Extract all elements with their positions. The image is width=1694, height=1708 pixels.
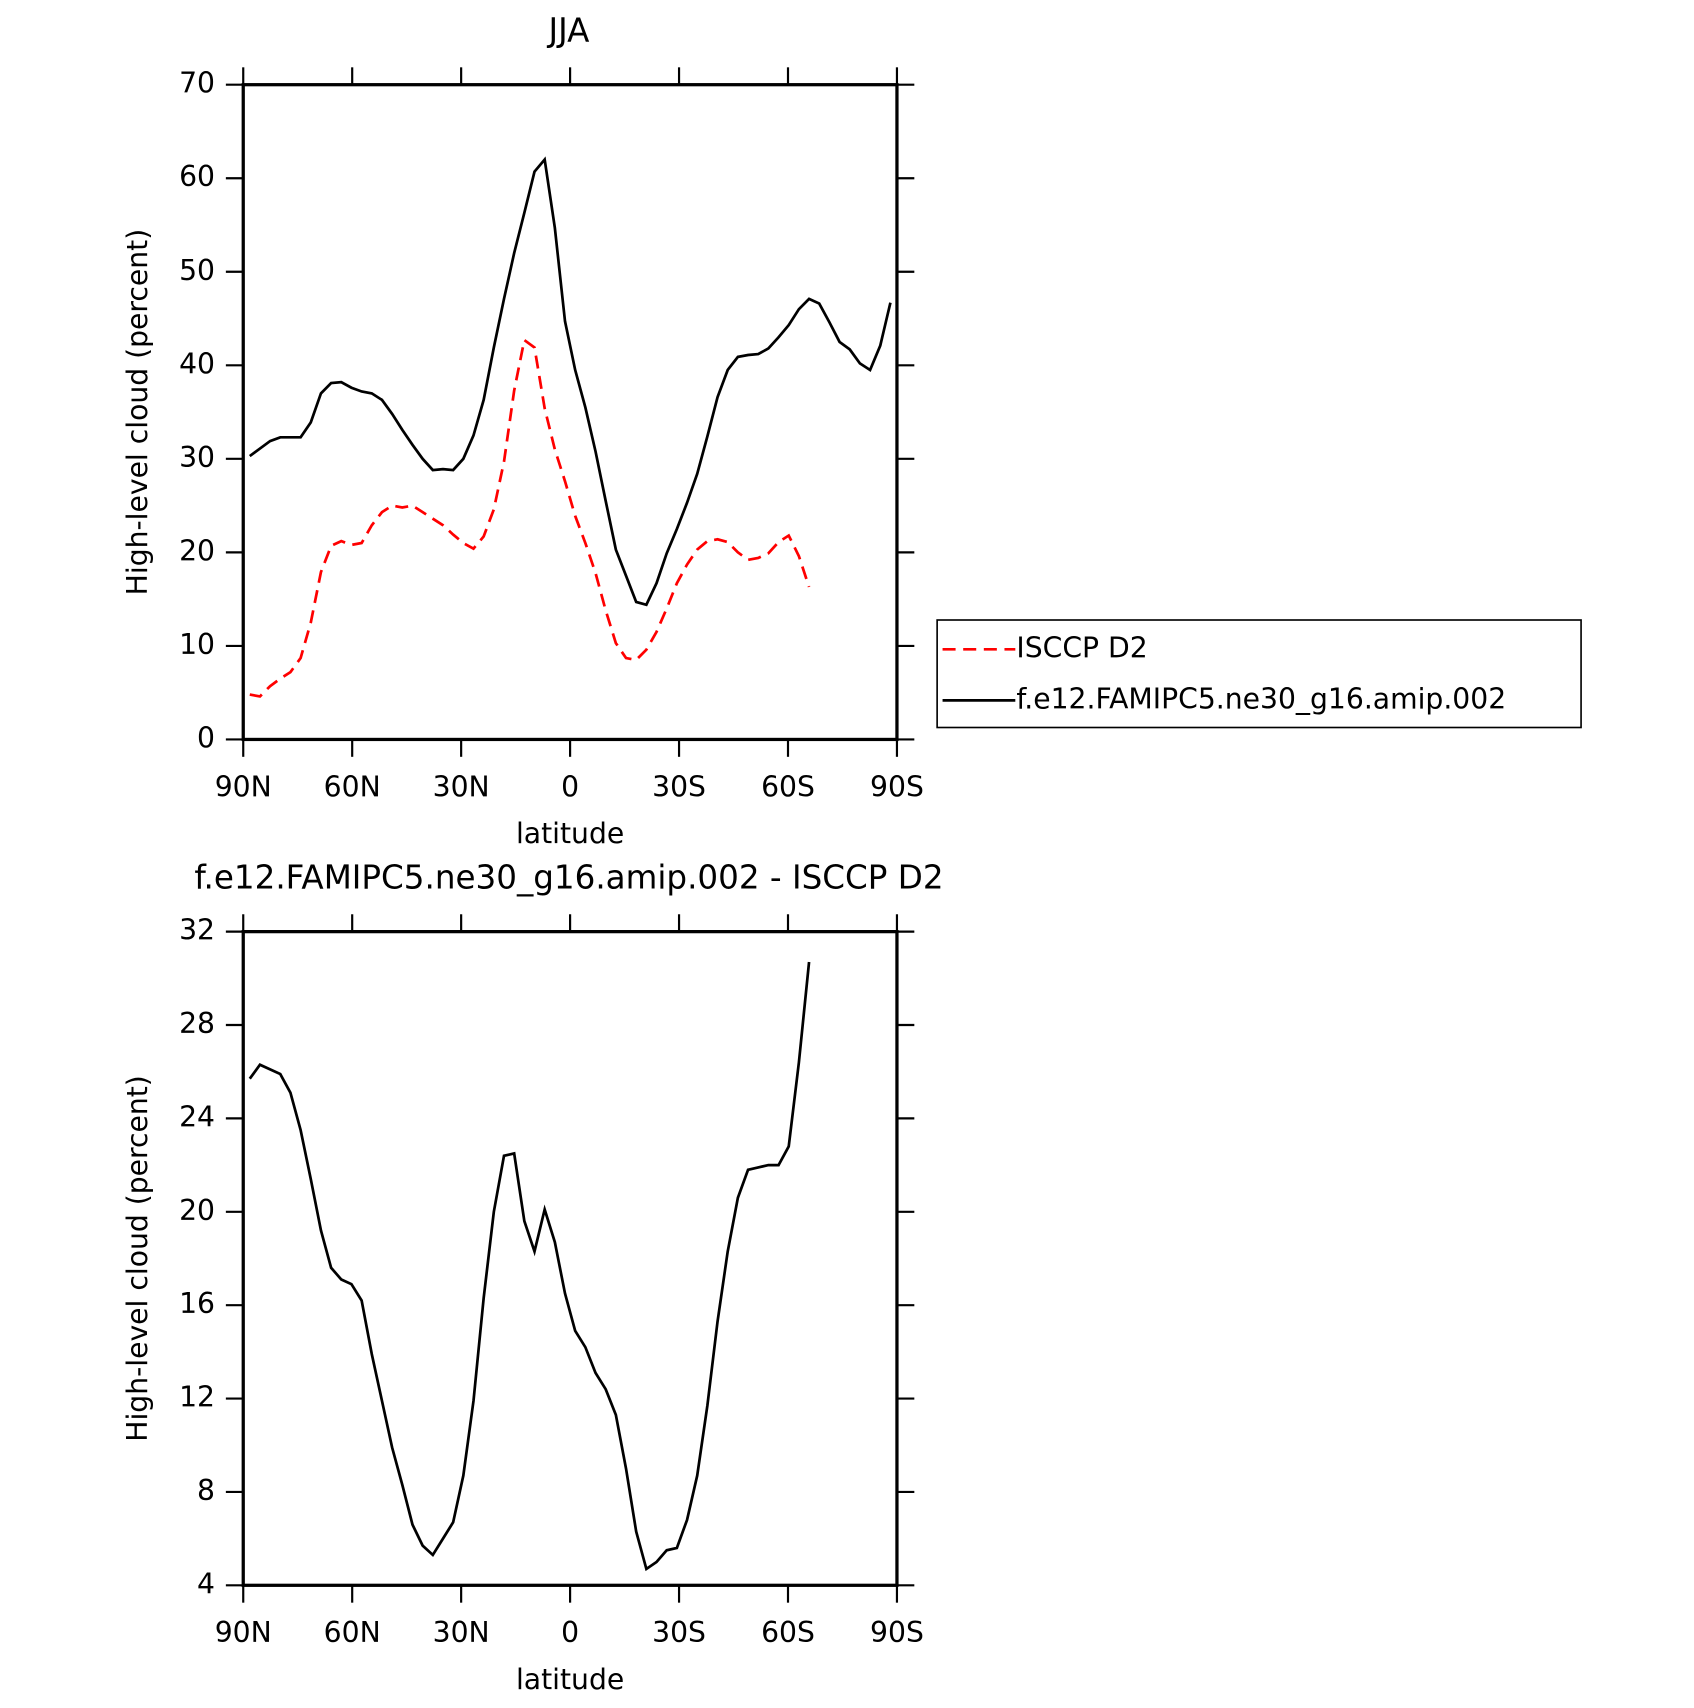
legend-box [936,619,1582,729]
data-line [248,961,811,1572]
x-tick-label: 30S [652,770,706,803]
y-tick-label: 20 [179,534,215,567]
y-tick-label: 20 [179,1194,215,1227]
x-tick-label: 30S [652,1616,706,1649]
y-tick-label: 0 [197,721,215,754]
plot-frame [241,83,899,742]
y-tick-label: 8 [197,1474,215,1507]
y-tick-label: 16 [179,1287,215,1320]
x-tick-label: 90S [870,1616,924,1649]
x-tick-label: 60N [324,1616,381,1649]
x-tick-label: 90S [870,770,924,803]
x-tick-label: 30N [433,1616,490,1649]
y-tick-label: 4 [197,1567,215,1600]
x-tick-label: 90N [215,770,272,803]
y-tick-label: 70 [179,67,215,100]
y-tick-label: 28 [179,1007,215,1040]
legend-label: f.e12.FAMIPC5.ne30_g16.amip.002 [1016,682,1506,715]
x-tick-label: 90N [215,1616,272,1649]
data-line [249,337,811,698]
data-line [248,156,892,607]
x-tick-label: 0 [561,770,579,803]
y-tick-label: 12 [179,1381,215,1414]
y-axis-label: High-level cloud (percent) [121,1075,154,1442]
plot-frame [241,930,899,1587]
x-axis-label: latitude [516,817,624,850]
x-tick-label: 60S [761,1616,815,1649]
x-tick-label: 60S [761,770,815,803]
y-tick-label: 60 [179,160,215,193]
x-tick-label: 0 [561,1616,579,1649]
y-axis-label: High-level cloud (percent) [121,229,154,596]
chart-title: JJA [547,12,590,50]
y-tick-label: 50 [179,254,215,287]
y-tick-label: 10 [179,628,215,661]
y-tick-label: 24 [179,1100,215,1133]
x-axis-label: latitude [516,1663,624,1696]
y-tick-label: 32 [179,914,215,947]
chart-title: f.e12.FAMIPC5.ne30_g16.amip.002 - ISCCP … [194,859,943,897]
y-tick-label: 30 [179,441,215,474]
legend-label: ISCCP D2 [1016,631,1147,664]
y-tick-label: 40 [179,347,215,380]
x-tick-label: 30N [433,770,490,803]
x-tick-label: 60N [324,770,381,803]
